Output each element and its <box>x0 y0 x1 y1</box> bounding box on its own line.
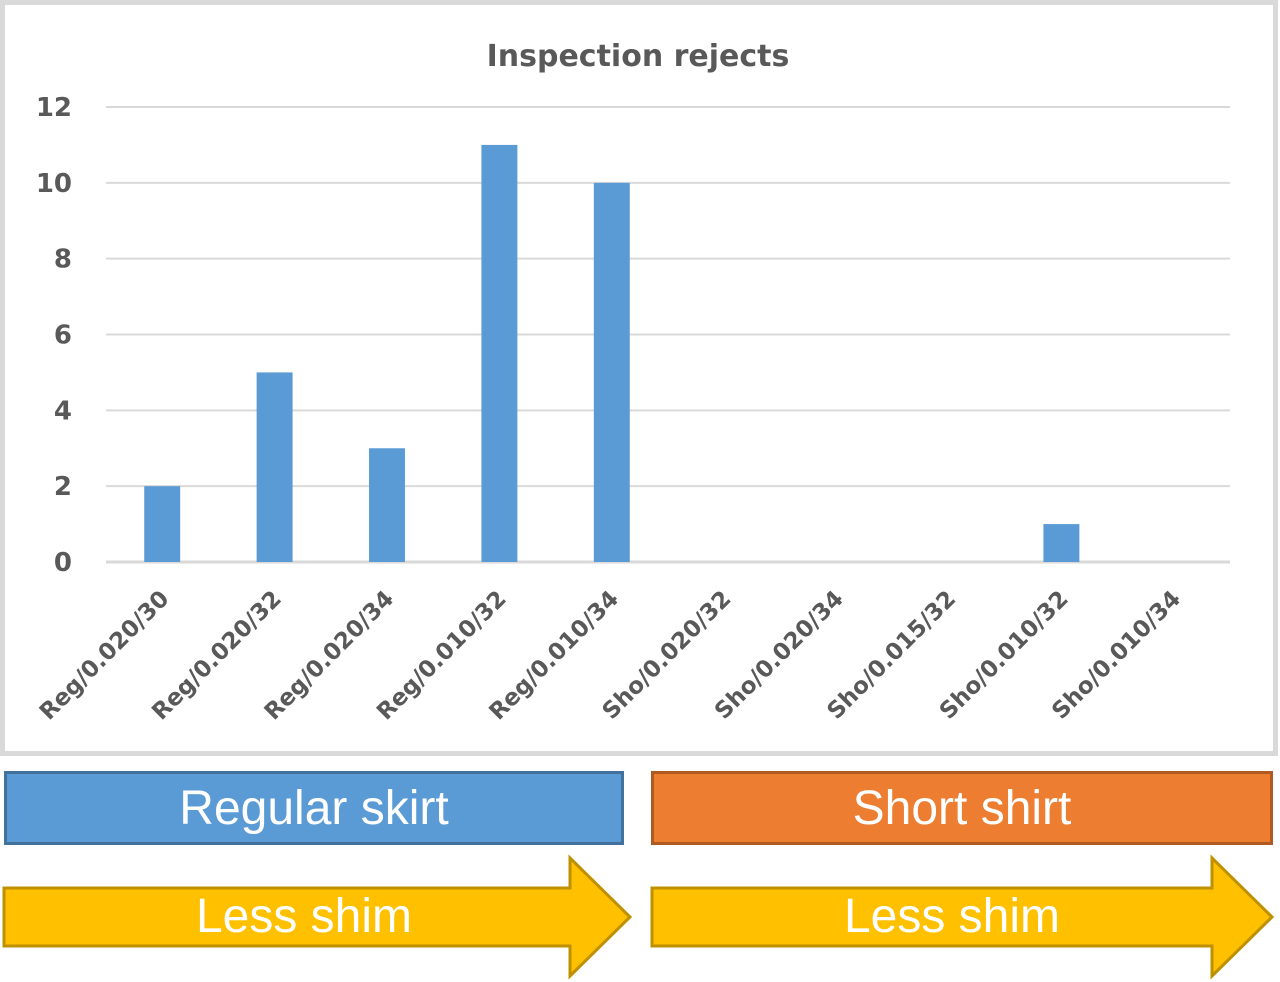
chart-border <box>0 0 1278 756</box>
y-tick-label: 6 <box>54 321 72 351</box>
y-axis-ticks: 0 2 4 6 8 10 12 <box>36 93 72 578</box>
right-arrow-icon <box>650 854 1275 980</box>
chart-title: Inspection rejects <box>487 39 790 74</box>
y-tick-label: 12 <box>36 93 72 123</box>
less-shim-label-right: Less shim <box>843 890 1061 943</box>
chart-frame: Inspection rejects 0 2 4 6 8 10 12 Reg/0.020/3… <box>0 0 1278 756</box>
bar <box>144 486 181 562</box>
y-tick-label: 4 <box>54 396 72 426</box>
less-shim-label-left: Less shim <box>195 890 413 943</box>
bar <box>1043 524 1080 562</box>
bar <box>256 372 293 562</box>
short-shirt-group-box: Short shirt <box>651 771 1273 845</box>
bar <box>369 448 405 562</box>
right-arrow-icon <box>2 854 633 980</box>
bar <box>481 144 518 562</box>
less-shim-arrow-left: Less shim <box>0 854 634 980</box>
bars <box>144 144 1080 563</box>
regular-skirt-label: Regular skirt <box>179 781 449 835</box>
less-shim-arrow-right: Less shim <box>648 854 1278 980</box>
y-tick-label: 8 <box>54 245 72 275</box>
y-tick-label: 10 <box>36 169 72 199</box>
short-shirt-label: Short shirt <box>852 781 1072 835</box>
bar <box>593 182 630 563</box>
gridlines <box>106 106 1230 564</box>
y-tick-label: 0 <box>54 548 72 578</box>
y-tick-label: 2 <box>54 472 72 502</box>
regular-skirt-group-box: Regular skirt <box>4 771 624 845</box>
